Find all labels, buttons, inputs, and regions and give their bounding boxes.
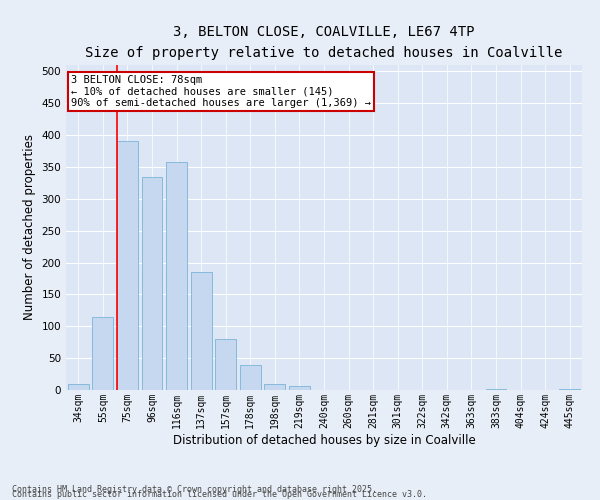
Bar [191, 272, 212, 390]
Text: Contains public sector information licensed under the Open Government Licence v3: Contains public sector information licen… [12, 490, 427, 499]
Bar [142, 176, 163, 390]
Bar [117, 142, 138, 390]
Bar [215, 339, 236, 390]
Bar [240, 364, 261, 390]
Text: Contains HM Land Registry data © Crown copyright and database right 2025.: Contains HM Land Registry data © Crown c… [12, 484, 377, 494]
Text: 3 BELTON CLOSE: 78sqm
← 10% of detached houses are smaller (145)
90% of semi-det: 3 BELTON CLOSE: 78sqm ← 10% of detached … [71, 74, 371, 108]
Bar [485, 388, 506, 390]
Bar [68, 384, 89, 390]
X-axis label: Distribution of detached houses by size in Coalville: Distribution of detached houses by size … [173, 434, 475, 446]
Bar [166, 162, 187, 390]
Title: 3, BELTON CLOSE, COALVILLE, LE67 4TP
Size of property relative to detached house: 3, BELTON CLOSE, COALVILLE, LE67 4TP Siz… [85, 25, 563, 59]
Bar [289, 386, 310, 390]
Bar [265, 384, 286, 390]
Bar [92, 316, 113, 390]
Bar [559, 388, 580, 390]
Y-axis label: Number of detached properties: Number of detached properties [23, 134, 36, 320]
